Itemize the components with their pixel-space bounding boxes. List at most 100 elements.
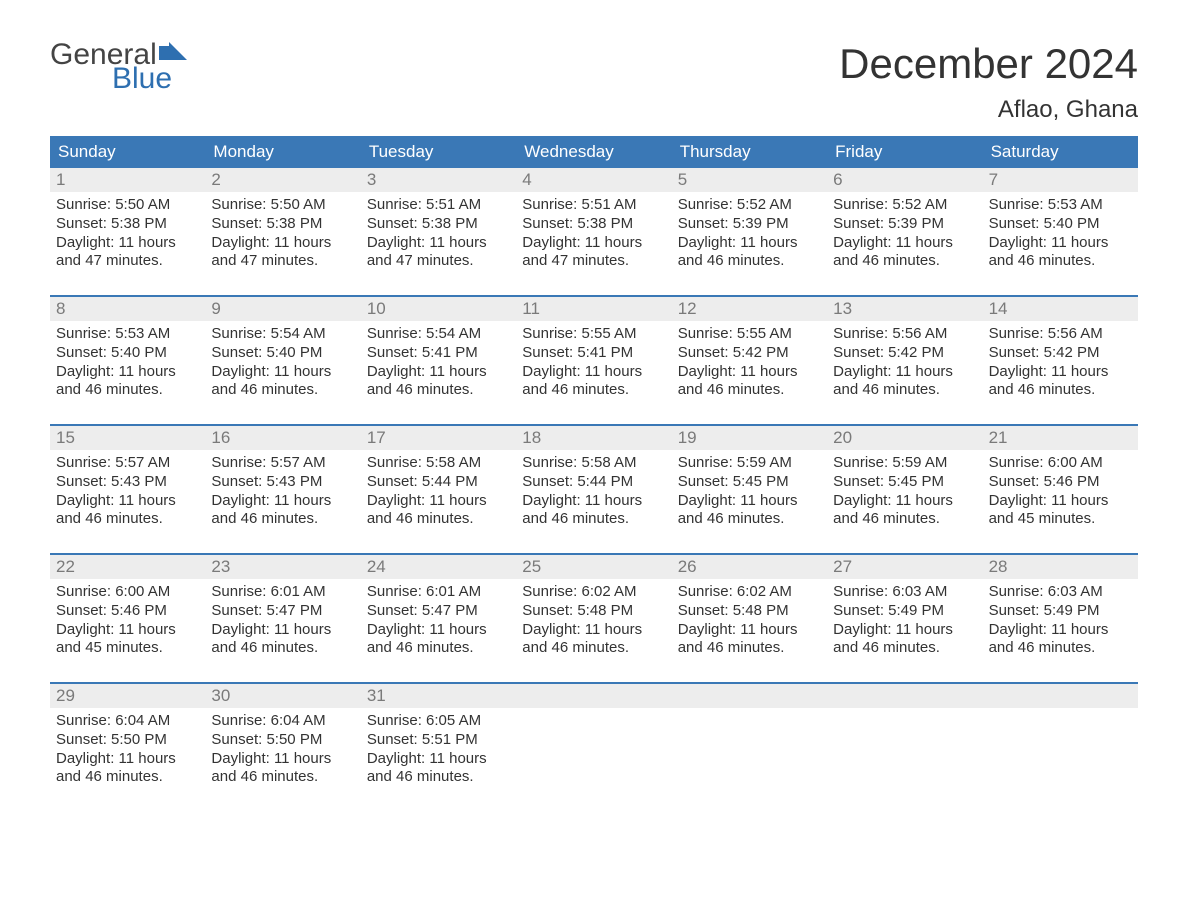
day-number: 14 xyxy=(983,297,1138,321)
day-body: Sunrise: 6:04 AMSunset: 5:50 PMDaylight:… xyxy=(205,708,360,793)
sunrise-line: Sunrise: 6:01 AM xyxy=(367,583,510,602)
sunset-line: Sunset: 5:47 PM xyxy=(211,602,354,621)
day-body: Sunrise: 5:51 AMSunset: 5:38 PMDaylight:… xyxy=(516,192,671,277)
calendar-cell: 10Sunrise: 5:54 AMSunset: 5:41 PMDayligh… xyxy=(361,297,516,406)
calendar-cell: 15Sunrise: 5:57 AMSunset: 5:43 PMDayligh… xyxy=(50,426,205,535)
sunrise-line: Sunrise: 5:53 AM xyxy=(989,196,1132,215)
day-body: Sunrise: 5:54 AMSunset: 5:41 PMDaylight:… xyxy=(361,321,516,406)
day-number: 6 xyxy=(827,168,982,192)
daylight-line: Daylight: 11 hours and 46 minutes. xyxy=(678,363,821,401)
sunset-line: Sunset: 5:44 PM xyxy=(367,473,510,492)
sunset-line: Sunset: 5:48 PM xyxy=(678,602,821,621)
daylight-line: Daylight: 11 hours and 46 minutes. xyxy=(211,750,354,788)
calendar-cell: 26Sunrise: 6:02 AMSunset: 5:48 PMDayligh… xyxy=(672,555,827,664)
sunrise-line: Sunrise: 6:03 AM xyxy=(833,583,976,602)
daylight-line: Daylight: 11 hours and 47 minutes. xyxy=(56,234,199,272)
daylight-line: Daylight: 11 hours and 46 minutes. xyxy=(367,621,510,659)
sunset-line: Sunset: 5:38 PM xyxy=(211,215,354,234)
sunrise-line: Sunrise: 5:58 AM xyxy=(367,454,510,473)
sunset-line: Sunset: 5:38 PM xyxy=(522,215,665,234)
weekday-friday: Friday xyxy=(827,136,982,168)
calendar-cell: 22Sunrise: 6:00 AMSunset: 5:46 PMDayligh… xyxy=(50,555,205,664)
day-number: 13 xyxy=(827,297,982,321)
calendar-cell xyxy=(827,684,982,793)
daylight-line: Daylight: 11 hours and 46 minutes. xyxy=(211,363,354,401)
sunrise-line: Sunrise: 5:53 AM xyxy=(56,325,199,344)
day-body: Sunrise: 5:55 AMSunset: 5:41 PMDaylight:… xyxy=(516,321,671,406)
sunset-line: Sunset: 5:42 PM xyxy=(833,344,976,363)
day-number: 18 xyxy=(516,426,671,450)
sunset-line: Sunset: 5:38 PM xyxy=(367,215,510,234)
calendar-cell: 14Sunrise: 5:56 AMSunset: 5:42 PMDayligh… xyxy=(983,297,1138,406)
day-body: Sunrise: 5:56 AMSunset: 5:42 PMDaylight:… xyxy=(983,321,1138,406)
calendar-cell: 11Sunrise: 5:55 AMSunset: 5:41 PMDayligh… xyxy=(516,297,671,406)
day-body: Sunrise: 5:56 AMSunset: 5:42 PMDaylight:… xyxy=(827,321,982,406)
day-number: 28 xyxy=(983,555,1138,579)
calendar-cell: 13Sunrise: 5:56 AMSunset: 5:42 PMDayligh… xyxy=(827,297,982,406)
weekday-monday: Monday xyxy=(205,136,360,168)
day-number: 21 xyxy=(983,426,1138,450)
weekday-wednesday: Wednesday xyxy=(516,136,671,168)
day-body: Sunrise: 5:53 AMSunset: 5:40 PMDaylight:… xyxy=(50,321,205,406)
location: Aflao, Ghana xyxy=(839,96,1138,124)
day-number: 23 xyxy=(205,555,360,579)
daylight-line: Daylight: 11 hours and 46 minutes. xyxy=(56,363,199,401)
calendar-week: 15Sunrise: 5:57 AMSunset: 5:43 PMDayligh… xyxy=(50,424,1138,535)
sunset-line: Sunset: 5:49 PM xyxy=(989,602,1132,621)
calendar-cell xyxy=(672,684,827,793)
sunset-line: Sunset: 5:41 PM xyxy=(522,344,665,363)
calendar-cell: 21Sunrise: 6:00 AMSunset: 5:46 PMDayligh… xyxy=(983,426,1138,535)
weekday-saturday: Saturday xyxy=(983,136,1138,168)
day-body: Sunrise: 5:51 AMSunset: 5:38 PMDaylight:… xyxy=(361,192,516,277)
calendar-week: 29Sunrise: 6:04 AMSunset: 5:50 PMDayligh… xyxy=(50,682,1138,793)
sunset-line: Sunset: 5:39 PM xyxy=(678,215,821,234)
sunrise-line: Sunrise: 5:52 AM xyxy=(678,196,821,215)
daylight-line: Daylight: 11 hours and 46 minutes. xyxy=(56,492,199,530)
daylight-line: Daylight: 11 hours and 45 minutes. xyxy=(989,492,1132,530)
calendar-week: 22Sunrise: 6:00 AMSunset: 5:46 PMDayligh… xyxy=(50,553,1138,664)
day-number: 24 xyxy=(361,555,516,579)
day-number: 11 xyxy=(516,297,671,321)
day-body: Sunrise: 6:01 AMSunset: 5:47 PMDaylight:… xyxy=(205,579,360,664)
title-block: December 2024 Aflao, Ghana xyxy=(839,40,1138,124)
sunrise-line: Sunrise: 5:54 AM xyxy=(367,325,510,344)
day-body: Sunrise: 5:57 AMSunset: 5:43 PMDaylight:… xyxy=(50,450,205,535)
month-title: December 2024 xyxy=(839,40,1138,88)
day-number: 15 xyxy=(50,426,205,450)
calendar-cell: 27Sunrise: 6:03 AMSunset: 5:49 PMDayligh… xyxy=(827,555,982,664)
sunrise-line: Sunrise: 6:02 AM xyxy=(678,583,821,602)
calendar-cell: 6Sunrise: 5:52 AMSunset: 5:39 PMDaylight… xyxy=(827,168,982,277)
day-number: 9 xyxy=(205,297,360,321)
day-number: 3 xyxy=(361,168,516,192)
daylight-line: Daylight: 11 hours and 46 minutes. xyxy=(367,492,510,530)
daylight-line: Daylight: 11 hours and 47 minutes. xyxy=(367,234,510,272)
daylight-line: Daylight: 11 hours and 46 minutes. xyxy=(367,363,510,401)
day-body: Sunrise: 5:57 AMSunset: 5:43 PMDaylight:… xyxy=(205,450,360,535)
day-number: 20 xyxy=(827,426,982,450)
sunset-line: Sunset: 5:45 PM xyxy=(833,473,976,492)
weeks-container: 1Sunrise: 5:50 AMSunset: 5:38 PMDaylight… xyxy=(50,168,1138,793)
day-body: Sunrise: 5:58 AMSunset: 5:44 PMDaylight:… xyxy=(361,450,516,535)
sunset-line: Sunset: 5:45 PM xyxy=(678,473,821,492)
weekday-tuesday: Tuesday xyxy=(361,136,516,168)
day-body: Sunrise: 5:59 AMSunset: 5:45 PMDaylight:… xyxy=(827,450,982,535)
daylight-line: Daylight: 11 hours and 46 minutes. xyxy=(211,621,354,659)
day-body: Sunrise: 5:54 AMSunset: 5:40 PMDaylight:… xyxy=(205,321,360,406)
daylight-line: Daylight: 11 hours and 46 minutes. xyxy=(522,363,665,401)
day-number: 17 xyxy=(361,426,516,450)
daylight-line: Daylight: 11 hours and 46 minutes. xyxy=(833,621,976,659)
day-body: Sunrise: 6:00 AMSunset: 5:46 PMDaylight:… xyxy=(983,450,1138,535)
sunset-line: Sunset: 5:38 PM xyxy=(56,215,199,234)
calendar-cell: 23Sunrise: 6:01 AMSunset: 5:47 PMDayligh… xyxy=(205,555,360,664)
daylight-line: Daylight: 11 hours and 46 minutes. xyxy=(678,234,821,272)
daylight-line: Daylight: 11 hours and 46 minutes. xyxy=(367,750,510,788)
day-body: Sunrise: 5:55 AMSunset: 5:42 PMDaylight:… xyxy=(672,321,827,406)
sunset-line: Sunset: 5:43 PM xyxy=(56,473,199,492)
calendar-cell: 1Sunrise: 5:50 AMSunset: 5:38 PMDaylight… xyxy=(50,168,205,277)
day-body: Sunrise: 6:04 AMSunset: 5:50 PMDaylight:… xyxy=(50,708,205,793)
header: General Blue December 2024 Aflao, Ghana xyxy=(50,40,1138,124)
sunset-line: Sunset: 5:50 PM xyxy=(56,731,199,750)
day-number: 10 xyxy=(361,297,516,321)
day-number xyxy=(827,684,982,708)
calendar-cell: 17Sunrise: 5:58 AMSunset: 5:44 PMDayligh… xyxy=(361,426,516,535)
